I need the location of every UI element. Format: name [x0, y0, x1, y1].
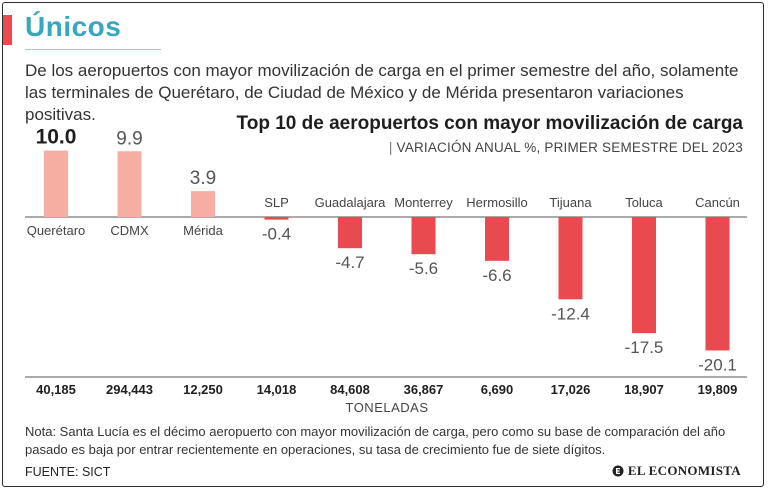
value-label-8: -17.5: [625, 338, 664, 357]
page-subtitle: De los aeropuertos con mayor movilizació…: [25, 61, 739, 124]
value-label-5: -5.6: [409, 259, 438, 278]
value-label-0: 10.0: [36, 126, 77, 149]
value-label-7: -12.4: [551, 304, 590, 323]
tonnes-value-0: 40,185: [36, 382, 76, 397]
value-label-6: -6.6: [482, 266, 511, 285]
category-label-5: Monterrey: [394, 195, 453, 210]
bar-6: [485, 217, 509, 261]
value-label-2: 3.9: [190, 168, 216, 189]
footnote: Nota: Santa Lucía es el décimo aeropuert…: [25, 424, 726, 457]
page-title: Únicos: [25, 11, 122, 42]
value-label-9: -20.1: [698, 355, 737, 374]
brand-logo: EL ECONOMISTA: [612, 463, 741, 479]
bar-5: [411, 217, 436, 255]
chart-title: Top 10 de aeropuertos con mayor moviliza…: [236, 113, 743, 134]
value-label-4: -4.7: [335, 253, 364, 272]
category-label-1: CDMX: [110, 223, 149, 238]
brand-name: EL ECONOMISTA: [627, 463, 741, 478]
tonnes-value-2: 12,250: [183, 382, 223, 397]
accent-bar: [3, 15, 12, 45]
chart-subtitle: | VARIACIÓN ANUAL %, PRIMER SEMESTRE DEL …: [388, 140, 743, 155]
tonnes-value-1: 294,443: [106, 382, 153, 397]
tonnes-value-7: 17,026: [551, 382, 591, 397]
bar-8: [632, 217, 656, 334]
chart-subtitle-text: VARIACIÓN ANUAL %, PRIMER SEMESTRE DEL 2…: [396, 140, 743, 155]
bar-0: [44, 150, 68, 217]
bar-4: [338, 217, 362, 249]
bar-chart: Querétaro 10.0 40,185 CDMX 9.9 294,443 Mérida 3…: [25, 126, 747, 415]
tonnes-value-8: 18,907: [624, 382, 664, 397]
category-label-0: Querétaro: [27, 223, 86, 238]
bar-1: [117, 151, 142, 217]
tonnes-value-9: 19,809: [698, 382, 738, 397]
value-label-3: -0.4: [262, 225, 291, 244]
tonnes-value-6: 6,690: [481, 382, 514, 397]
tonnes-value-4: 84,608: [330, 382, 370, 397]
tonnes-value-3: 14,018: [257, 382, 297, 397]
title-divider: [25, 49, 161, 50]
bar-7: [558, 217, 583, 300]
category-label-6: Hermosillo: [466, 195, 527, 210]
bar-9: [705, 217, 730, 351]
source-label: FUENTE: SICT: [25, 465, 111, 479]
category-label-2: Mérida: [183, 223, 224, 238]
category-label-4: Guadalajara: [315, 195, 387, 210]
category-label-8: Toluca: [625, 195, 663, 210]
category-label-9: Cancún: [695, 195, 740, 210]
tonnes-label: TONELADAS: [345, 400, 428, 415]
tonnes-value-5: 36,867: [404, 382, 444, 397]
value-label-1: 9.9: [116, 128, 142, 149]
bar-3: [264, 217, 289, 220]
brand-mark-icon: [612, 465, 624, 477]
category-label-7: Tijuana: [549, 195, 592, 210]
category-label-3: SLP: [264, 195, 289, 210]
bar-2: [191, 191, 215, 217]
